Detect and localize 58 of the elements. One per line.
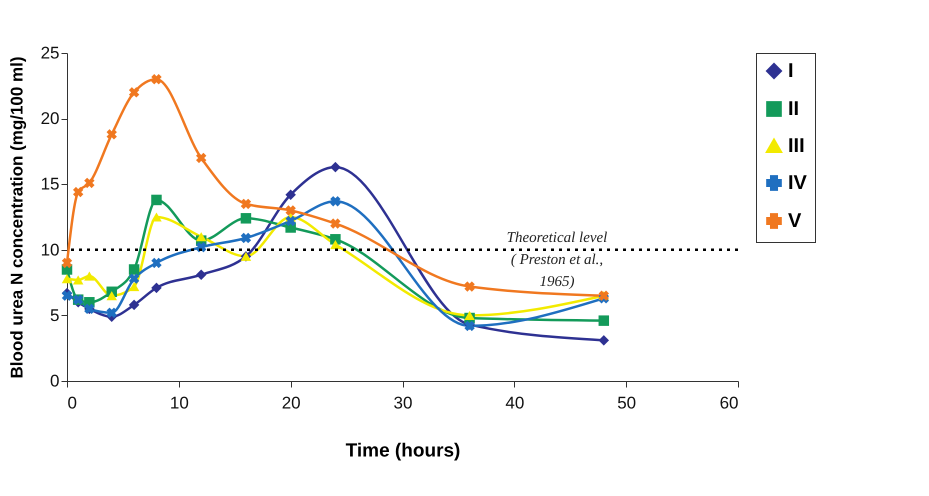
point <box>151 258 162 268</box>
x-tick-label: 60 <box>720 394 738 412</box>
x-tick-label: 0 <box>68 394 77 412</box>
y-tick-label: 15 <box>40 174 60 194</box>
point <box>196 152 206 164</box>
point <box>598 315 610 326</box>
legend-label: IV <box>788 172 808 194</box>
point <box>62 290 72 301</box>
point <box>84 178 95 188</box>
point <box>128 273 140 284</box>
point <box>128 282 140 292</box>
point <box>151 212 162 222</box>
legend-label: V <box>788 210 802 232</box>
legend-label: I <box>788 60 794 82</box>
y-tick-label: 20 <box>40 109 60 128</box>
point <box>240 198 252 210</box>
point <box>151 282 162 294</box>
x-axis-title: Time (hours) <box>346 440 460 462</box>
x-tick-label: 30 <box>394 394 412 412</box>
point <box>128 300 140 310</box>
x-tick-label: 40 <box>505 394 524 412</box>
point <box>196 269 206 280</box>
y-axis-title: Blood urea N concentration (mg/100 ml) <box>8 56 27 379</box>
point <box>151 194 162 206</box>
point <box>84 272 95 281</box>
point <box>62 274 72 284</box>
point <box>62 258 72 268</box>
point <box>240 213 252 224</box>
point <box>106 308 117 318</box>
point <box>285 216 296 226</box>
legend-label: III <box>788 135 805 157</box>
y-tick-label: 10 <box>40 240 60 260</box>
x-tick-label: 10 <box>170 394 189 412</box>
y-tick-label: 0 <box>50 372 60 390</box>
legend-label: II <box>788 98 800 120</box>
point <box>598 335 610 346</box>
point <box>330 196 341 206</box>
point <box>285 205 296 216</box>
x-tick-label: 50 <box>617 394 636 412</box>
point <box>464 281 475 292</box>
point <box>196 232 206 242</box>
y-tick-label: 25 <box>40 44 60 62</box>
point <box>151 74 162 84</box>
ref-line-label: Theoretical level ( Preston et al., 1965) <box>506 230 608 290</box>
point <box>240 232 252 244</box>
point <box>330 240 341 250</box>
y-tick-label: 5 <box>50 306 60 325</box>
point <box>72 186 84 198</box>
x-tick-label: 20 <box>282 394 301 412</box>
point <box>330 162 341 172</box>
point <box>106 129 117 140</box>
point <box>285 189 296 200</box>
point <box>464 310 475 320</box>
point <box>128 87 140 98</box>
point <box>330 218 341 229</box>
point <box>106 291 117 300</box>
point <box>128 264 140 275</box>
point <box>72 275 84 285</box>
